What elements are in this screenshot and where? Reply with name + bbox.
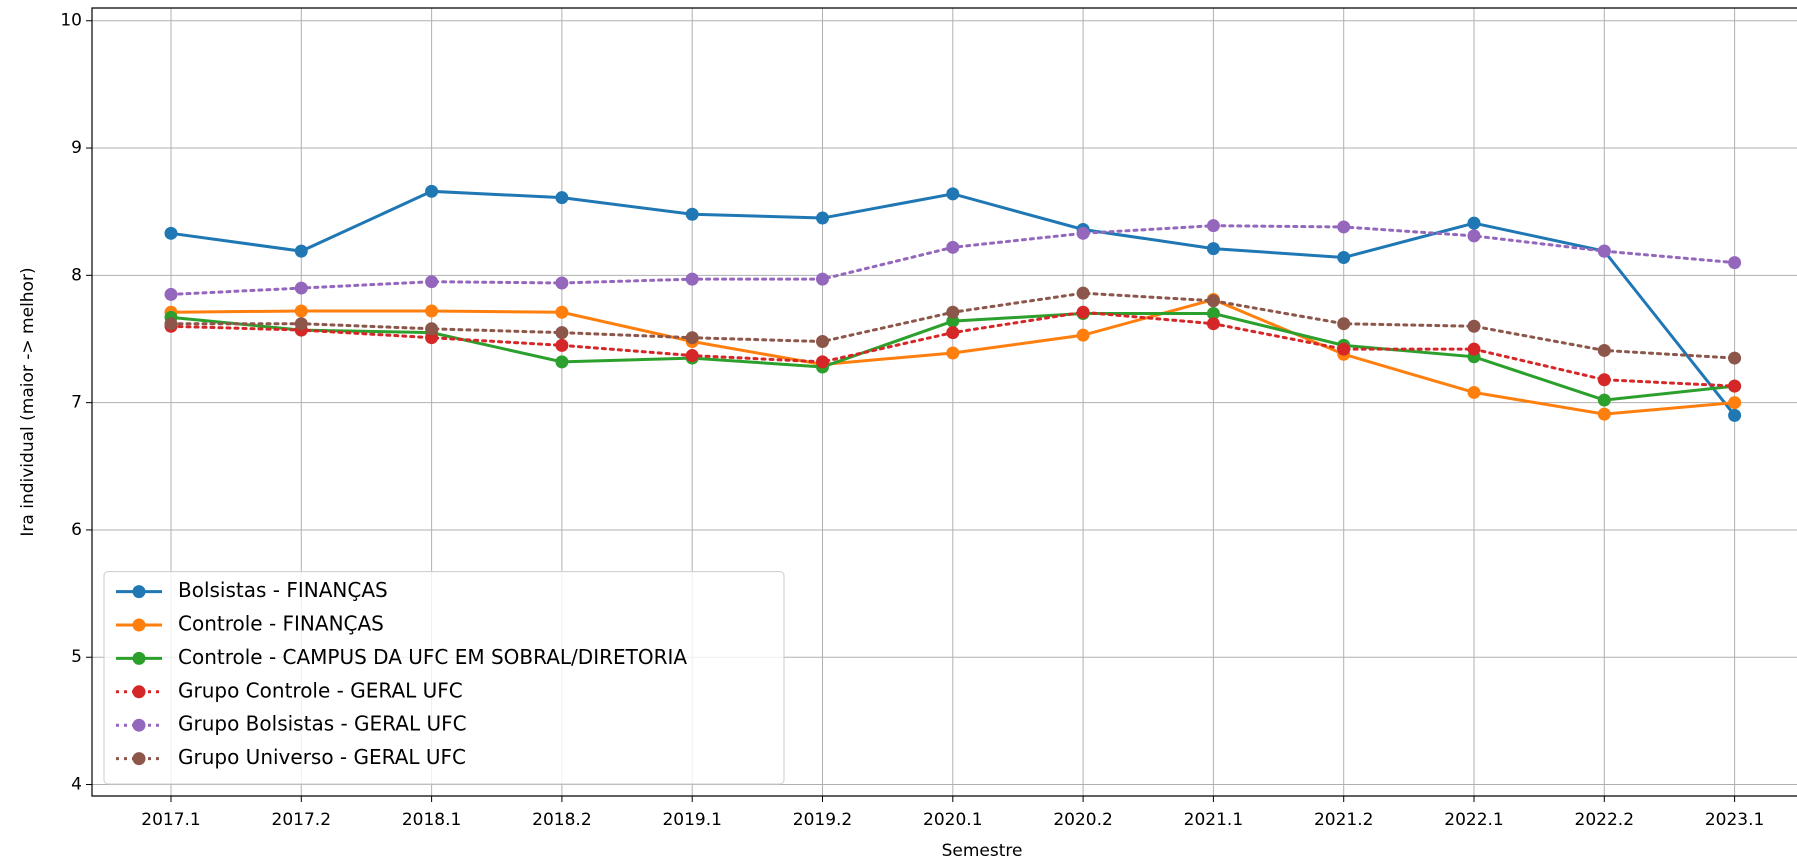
data-point <box>816 272 829 286</box>
data-point <box>555 191 569 205</box>
legend-label: Grupo Bolsistas - GERAL UFC <box>178 712 467 736</box>
data-point <box>1076 286 1090 300</box>
x-tick-label: 2020.1 <box>923 810 982 830</box>
x-tick-label: 2018.1 <box>402 810 461 830</box>
data-point <box>1337 342 1351 356</box>
x-tick-label: 2019.1 <box>662 810 721 830</box>
data-point <box>555 276 569 290</box>
data-point <box>1337 251 1351 265</box>
data-point <box>946 240 960 254</box>
legend-marker <box>132 585 146 599</box>
data-point <box>555 305 569 319</box>
data-point <box>1076 305 1090 319</box>
data-point <box>425 331 439 345</box>
x-tick-label: 2022.1 <box>1444 810 1503 830</box>
data-point <box>425 322 439 336</box>
data-point <box>164 287 178 301</box>
data-point <box>1206 219 1220 233</box>
y-tick-label: 5 <box>71 647 82 667</box>
x-tick-label: 2021.2 <box>1314 810 1373 830</box>
data-point <box>1597 407 1611 421</box>
data-point <box>164 226 178 240</box>
grid <box>92 8 1797 796</box>
x-tick-label: 2022.2 <box>1575 810 1634 830</box>
data-point <box>946 305 960 319</box>
data-point <box>1728 396 1742 410</box>
data-point <box>685 207 699 221</box>
data-point <box>1467 385 1481 399</box>
y-tick-label: 4 <box>71 775 82 795</box>
y-tick-label: 7 <box>71 393 82 413</box>
x-tick-label: 2021.1 <box>1184 810 1243 830</box>
data-point <box>1206 317 1220 331</box>
legend-marker <box>132 752 146 766</box>
data-point <box>1467 342 1481 356</box>
axes-frame <box>91 7 1797 797</box>
legend-label: Bolsistas - FINANÇAS <box>178 578 388 602</box>
data-point <box>946 187 960 201</box>
data-point <box>1728 408 1742 422</box>
x-tick-label: 2019.2 <box>793 810 852 830</box>
data-point <box>1728 256 1742 270</box>
data-point <box>555 338 569 352</box>
y-tick-label: 6 <box>71 520 82 540</box>
data-point <box>1076 226 1090 240</box>
legend-marker <box>132 685 146 699</box>
legend-marker <box>132 718 146 732</box>
legend-marker <box>132 651 146 665</box>
y-tick-label: 10 <box>60 11 82 31</box>
data-point <box>946 314 960 328</box>
data-point <box>1467 229 1481 243</box>
legend-label: Grupo Universo - GERAL UFC <box>178 745 466 769</box>
legend-marker <box>132 618 146 632</box>
y-tick-label: 9 <box>71 138 82 158</box>
data-point <box>1728 379 1742 393</box>
legend-label: Controle - CAMPUS DA UFC EM SOBRAL/DIRET… <box>178 645 687 669</box>
x-tick-label: 2023.1 <box>1705 810 1764 830</box>
data-point <box>425 304 439 318</box>
data-point <box>1597 244 1611 258</box>
x-tick-label: 2017.1 <box>141 810 200 830</box>
data-point <box>425 275 439 289</box>
data-point <box>685 331 699 345</box>
data-point <box>816 355 829 369</box>
x-axis-label: Semestre <box>942 841 1023 861</box>
data-point <box>1337 317 1351 331</box>
x-tick-label: 2017.2 <box>272 810 331 830</box>
data-point <box>1467 319 1481 333</box>
data-point <box>685 272 699 286</box>
data-point <box>294 244 308 258</box>
data-point <box>1597 393 1611 407</box>
data-point <box>1206 294 1220 308</box>
data-point <box>164 317 178 331</box>
legend-label: Controle - FINANÇAS <box>178 612 384 636</box>
data-point <box>555 355 569 369</box>
data-point <box>1467 216 1481 230</box>
legend-box <box>103 571 785 785</box>
data-point <box>685 349 699 363</box>
x-tick-label: 2018.2 <box>532 810 591 830</box>
data-point <box>1206 307 1220 321</box>
data-point <box>816 211 829 225</box>
data-point <box>294 317 308 331</box>
x-tick-label: 2020.2 <box>1053 810 1112 830</box>
data-point <box>425 184 439 198</box>
data-point <box>816 335 829 349</box>
y-axis-label: Ira individual (maior -> melhor) <box>18 267 38 536</box>
data-point <box>1728 351 1742 365</box>
data-point <box>1597 373 1611 387</box>
data-point <box>1076 328 1090 342</box>
data-point <box>555 326 569 340</box>
data-point <box>946 326 960 340</box>
data-point <box>1597 343 1611 357</box>
data-point <box>1337 220 1351 234</box>
data-point <box>946 346 960 360</box>
data-point <box>294 304 308 318</box>
data-point <box>294 281 308 295</box>
legend-label: Grupo Controle - GERAL UFC <box>178 678 463 702</box>
y-tick-label: 8 <box>71 265 82 285</box>
data-point <box>1206 242 1220 256</box>
